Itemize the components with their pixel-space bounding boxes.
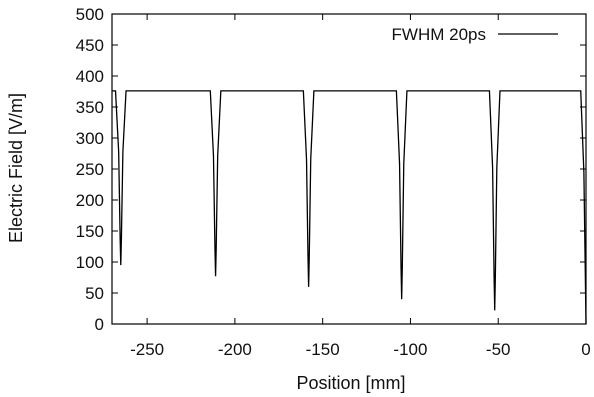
x-tick-label: -250 (130, 340, 164, 359)
y-tick-label: 100 (76, 253, 104, 272)
y-axis: 0 50 100 150 200 250 300 350 400 450 500 (76, 5, 586, 334)
series-line (112, 90, 587, 325)
plot-border (111, 13, 587, 325)
y-tick-label: 300 (76, 129, 104, 148)
y-tick-label: 250 (76, 160, 104, 179)
y-tick-label: 50 (85, 284, 104, 303)
legend: FWHM 20ps (392, 25, 558, 44)
y-tick-label: 350 (76, 98, 104, 117)
x-tick-label: -50 (486, 340, 511, 359)
y-tick-label: 0 (95, 315, 104, 334)
x-tick-label: -200 (218, 340, 252, 359)
y-tick-label: 150 (76, 222, 104, 241)
x-axis-label: Position [mm] (296, 373, 405, 393)
legend-label: FWHM 20ps (392, 25, 486, 44)
x-tick-label: 0 (581, 340, 590, 359)
series-layer (112, 90, 587, 325)
y-tick-label: 500 (76, 5, 104, 24)
x-tick-label: -100 (393, 340, 427, 359)
y-tick-label: 400 (76, 67, 104, 86)
x-tick-label: -150 (306, 340, 340, 359)
y-tick-label: 450 (76, 36, 104, 55)
plot-frame (111, 13, 587, 325)
y-axis-label: Electric Field [V/m] (6, 93, 26, 243)
y-tick-label: 200 (76, 191, 104, 210)
x-axis: -250 -200 -150 -100 -50 0 (130, 14, 591, 359)
